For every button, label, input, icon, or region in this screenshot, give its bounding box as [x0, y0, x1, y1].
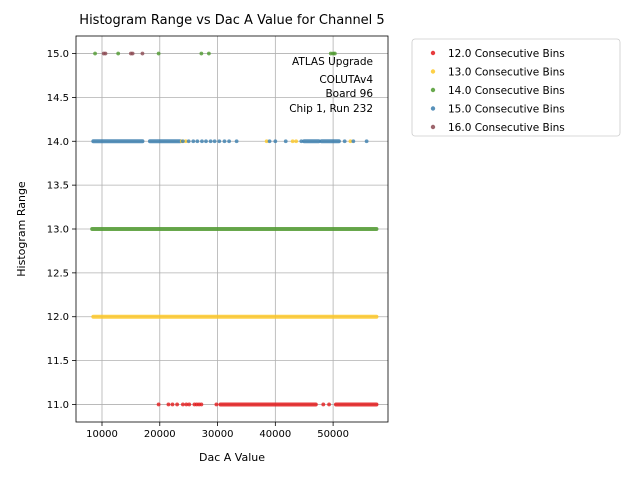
data-point — [321, 402, 326, 407]
data-point — [283, 139, 288, 144]
y-tick-label: 15.0 — [47, 49, 69, 60]
data-points — [93, 51, 369, 407]
data-point — [191, 139, 196, 144]
data-point — [217, 139, 222, 144]
point-bands — [90, 139, 379, 407]
legend-box — [411, 38, 621, 137]
data-point — [222, 139, 227, 144]
legend-marker — [430, 50, 436, 56]
annotation-line-4: Chip 1, Run 232 — [289, 103, 373, 115]
axis-ticks: 10000 20000 30000 40000 50000 11.0 11.5 12.0 12.… — [47, 49, 349, 440]
annotation-line-2: COLUTAv4 — [319, 74, 373, 86]
x-tick-label: 50000 — [317, 429, 349, 440]
data-point — [264, 139, 269, 144]
data-point — [93, 51, 97, 56]
data-point — [234, 139, 239, 144]
data-point — [327, 402, 331, 407]
legend-entry: 13.0 Consecutive Bins — [448, 67, 565, 79]
data-point — [208, 139, 213, 144]
data-point — [186, 139, 191, 144]
data-point — [195, 139, 200, 144]
data-point — [351, 139, 356, 144]
data-point — [364, 139, 369, 144]
data-point — [180, 402, 185, 407]
data-point — [184, 402, 189, 407]
data-point — [206, 51, 211, 56]
annotation-line-3: Board 96 — [325, 88, 373, 100]
data-point — [103, 51, 108, 56]
legend-marker — [430, 87, 436, 93]
data-point — [342, 139, 347, 144]
legend-entry: 12.0 Consecutive Bins — [448, 48, 565, 60]
x-tick-label: 30000 — [202, 429, 234, 440]
data-point — [199, 51, 204, 56]
data-point — [273, 139, 278, 144]
x-tick-label: 10000 — [86, 429, 118, 440]
x-tick-label: 20000 — [144, 429, 176, 440]
y-tick-label: 11.0 — [47, 400, 69, 411]
data-point — [170, 402, 175, 407]
data-point — [214, 402, 219, 407]
legend-entry: 16.0 Consecutive Bins — [448, 122, 565, 134]
data-point — [290, 139, 295, 144]
data-point — [187, 402, 192, 407]
legend: 12.0 Consecutive Bins 13.0 Consecutive Bi… — [411, 38, 621, 137]
y-axis-label: Histogram Range — [15, 181, 28, 277]
y-tick-label: 11.5 — [47, 356, 69, 367]
data-point — [130, 51, 135, 56]
data-point — [267, 139, 272, 144]
chart-title: Histogram Range vs Dac A Value for Chann… — [79, 13, 384, 28]
data-point — [166, 402, 171, 407]
legend-marker — [430, 69, 436, 74]
data-point — [332, 51, 337, 56]
y-tick-label: 13.0 — [47, 225, 69, 236]
data-point — [180, 139, 185, 144]
annotation-line-1: ATLAS Upgrade — [292, 56, 373, 68]
x-axis-label: Dac A Value — [199, 451, 265, 464]
data-point — [183, 139, 188, 144]
y-tick-label: 12.0 — [47, 312, 69, 323]
data-point — [348, 139, 353, 144]
data-point — [199, 402, 204, 407]
chart-annotation: ATLAS Upgrade COLUTAv4 Board 96 Chip 1, … — [289, 56, 373, 115]
data-point — [227, 139, 232, 144]
data-point — [328, 51, 333, 56]
y-tick-label: 14.0 — [47, 137, 69, 148]
data-point — [175, 402, 180, 407]
data-point — [200, 139, 204, 144]
x-tick-label: 40000 — [259, 429, 291, 440]
data-point — [140, 51, 145, 56]
data-point — [156, 51, 161, 56]
legend-entry: 14.0 Consecutive Bins — [448, 85, 565, 97]
y-tick-label: 14.5 — [47, 93, 69, 104]
data-point — [294, 139, 299, 144]
data-point — [212, 139, 217, 144]
y-tick-label: 12.5 — [47, 268, 69, 279]
data-point — [116, 51, 121, 56]
data-point — [156, 402, 161, 407]
data-point — [299, 139, 304, 144]
data-point — [204, 139, 208, 144]
y-tick-label: 13.5 — [47, 181, 69, 192]
legend-marker — [430, 124, 436, 130]
legend-entry: 15.0 Consecutive Bins — [448, 104, 565, 116]
legend-marker — [430, 106, 436, 111]
